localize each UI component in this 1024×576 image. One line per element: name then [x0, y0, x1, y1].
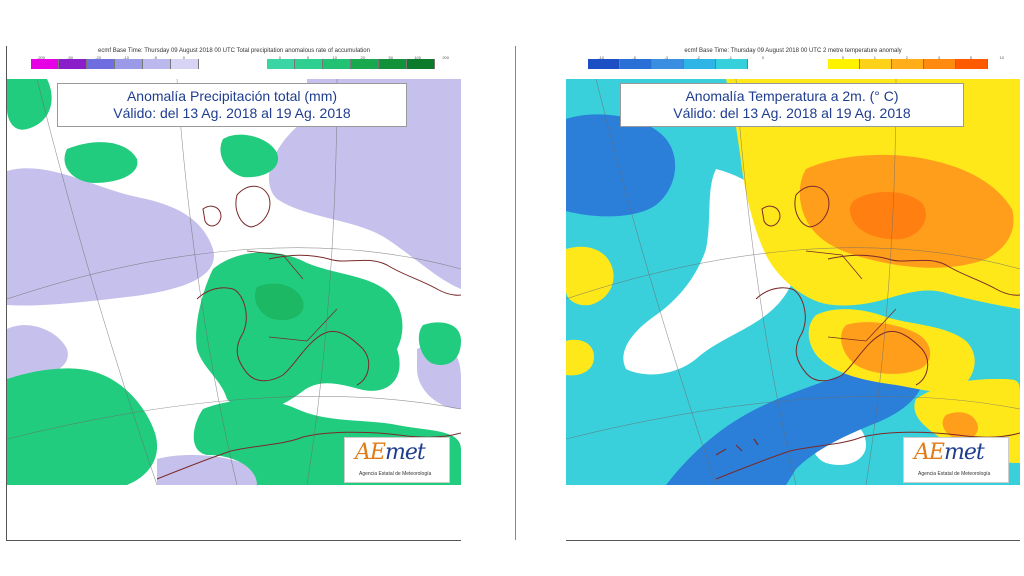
temp-legend-warm-ticks: 0 1 2 3 5 10	[812, 55, 1004, 60]
coastlines	[715, 185, 1020, 480]
legend-tick: 10	[999, 55, 1004, 60]
wet-area-iberia-mediterranean	[196, 252, 403, 412]
aemet-logo: AEmet Agencia Estatal de Meteorología	[344, 437, 450, 483]
legend-tick: -3	[664, 55, 668, 60]
legend-tick: 5	[969, 55, 972, 60]
temp-title-line2: Válido: del 13 Ag. 2018 al 19 Ag. 2018	[673, 105, 911, 121]
aemet-logo: AEmet Agencia Estatal de Meteorología	[903, 437, 1009, 483]
temperature-map-title: Anomalía Temperatura a 2m. (° C) Válido:…	[620, 83, 964, 127]
legend-swatch	[323, 59, 351, 69]
wet-area-core	[254, 283, 304, 321]
legend-swatch	[171, 59, 199, 69]
warm-area-deep-orange	[849, 191, 926, 240]
legend-tick: -50	[67, 55, 73, 60]
precip-legend-wet-ticks: 0 5 10 20 50 100 200	[253, 55, 449, 60]
dry-area-west	[7, 325, 68, 379]
temp-legend-cold	[588, 59, 748, 69]
precip-legend-wet	[267, 59, 435, 69]
legend-tick: 0	[182, 55, 185, 60]
legend-swatch	[924, 59, 956, 69]
aemet-subtitle: Agencia Estatal de Meteorología	[918, 471, 991, 477]
legend-swatch	[716, 59, 748, 69]
temp-legend-warm	[828, 59, 988, 69]
temp-base-time: ecmf Base Time: Thursday 09 August 2018 …	[684, 48, 902, 54]
legend-swatch	[620, 59, 652, 69]
cold-area-south-atlantic	[666, 356, 923, 485]
precipitation-map-panel: ecmf Base Time: Thursday 09 August 2018 …	[6, 46, 461, 541]
legend-tick: 100	[414, 55, 421, 60]
precip-base-time: ecmf Base Time: Thursday 09 August 2018 …	[98, 48, 370, 54]
legend-tick: 20	[360, 55, 365, 60]
legend-tick: 200	[442, 55, 449, 60]
warm-area-azores	[566, 339, 594, 376]
legend-tick: 0	[761, 55, 764, 60]
cold-area-north-atlantic	[566, 114, 676, 217]
legend-swatch	[407, 59, 435, 69]
precip-title-line2: Válido: del 13 Ag. 2018 al 19 Ag. 2018	[113, 105, 351, 121]
legend-swatch	[295, 59, 323, 69]
coastlines	[156, 185, 461, 480]
legend-swatch	[31, 59, 59, 69]
aemet-subtitle: Agencia Estatal de Meteorología	[359, 471, 432, 477]
dry-area-atlantic	[7, 168, 214, 306]
legend-tick: -10	[123, 55, 129, 60]
legend-swatch	[588, 59, 620, 69]
legend-tick: -1	[728, 55, 732, 60]
wet-area-british-isles	[220, 134, 279, 178]
legend-swatch	[828, 59, 860, 69]
precip-legend-dry	[31, 59, 199, 69]
legend-swatch	[115, 59, 143, 69]
wet-area-balkans	[418, 322, 461, 365]
temperature-anomaly-map	[566, 79, 1020, 485]
legend-tick: 5	[306, 55, 309, 60]
legend-swatch	[684, 59, 716, 69]
dry-area-northeast	[268, 79, 461, 289]
legend-tick: 50	[388, 55, 393, 60]
legend-swatch	[956, 59, 988, 69]
legend-tick: -5	[153, 55, 157, 60]
legend-tick: 0	[278, 55, 281, 60]
legend-tick: -10	[598, 55, 604, 60]
precip-title-line1: Anomalía Precipitación total (mm)	[126, 88, 338, 104]
legend-swatch	[860, 59, 892, 69]
panel-divider	[515, 46, 516, 540]
legend-tick: 10	[332, 55, 337, 60]
warm-area-west-coast	[566, 246, 614, 306]
legend-tick: -200	[36, 55, 45, 60]
legend-tick: 1	[873, 55, 876, 60]
aemet-wordmark: AEmet	[355, 440, 426, 465]
legend-swatch	[892, 59, 924, 69]
legend-swatch	[59, 59, 87, 69]
wet-area-north-atlantic	[64, 142, 138, 183]
precipitation-map-title: Anomalía Precipitación total (mm) Válido…	[57, 83, 407, 127]
aemet-wordmark: AEmet	[914, 440, 985, 465]
legend-tick: -20	[95, 55, 101, 60]
wet-area-central-atlantic	[7, 368, 158, 485]
warm-area-africa-orange	[942, 412, 978, 440]
legend-swatch	[652, 59, 684, 69]
temp-title-line1: Anomalía Temperatura a 2m. (° C)	[685, 88, 899, 104]
temp-legend-cold-ticks: -10 -5 -3 -2 -1 0	[572, 55, 764, 60]
legend-swatch	[351, 59, 379, 69]
legend-tick: -5	[632, 55, 636, 60]
warm-area-iberia-orange	[841, 322, 931, 374]
temperature-map-panel: ecmf Base Time: Thursday 09 August 2018 …	[566, 46, 1020, 541]
graticule	[566, 79, 1020, 485]
legend-tick: 3	[937, 55, 940, 60]
legend-tick: -2	[696, 55, 700, 60]
legend-swatch	[267, 59, 295, 69]
precip-legend-dry-ticks: -200 -50 -20 -10 -5 0	[17, 55, 185, 60]
legend-tick: 2	[905, 55, 908, 60]
graticule	[7, 79, 461, 485]
legend-swatch	[379, 59, 407, 69]
precipitation-anomaly-map	[7, 79, 461, 485]
legend-tick: 0	[841, 55, 844, 60]
legend-swatch	[143, 59, 171, 69]
legend-swatch	[87, 59, 115, 69]
